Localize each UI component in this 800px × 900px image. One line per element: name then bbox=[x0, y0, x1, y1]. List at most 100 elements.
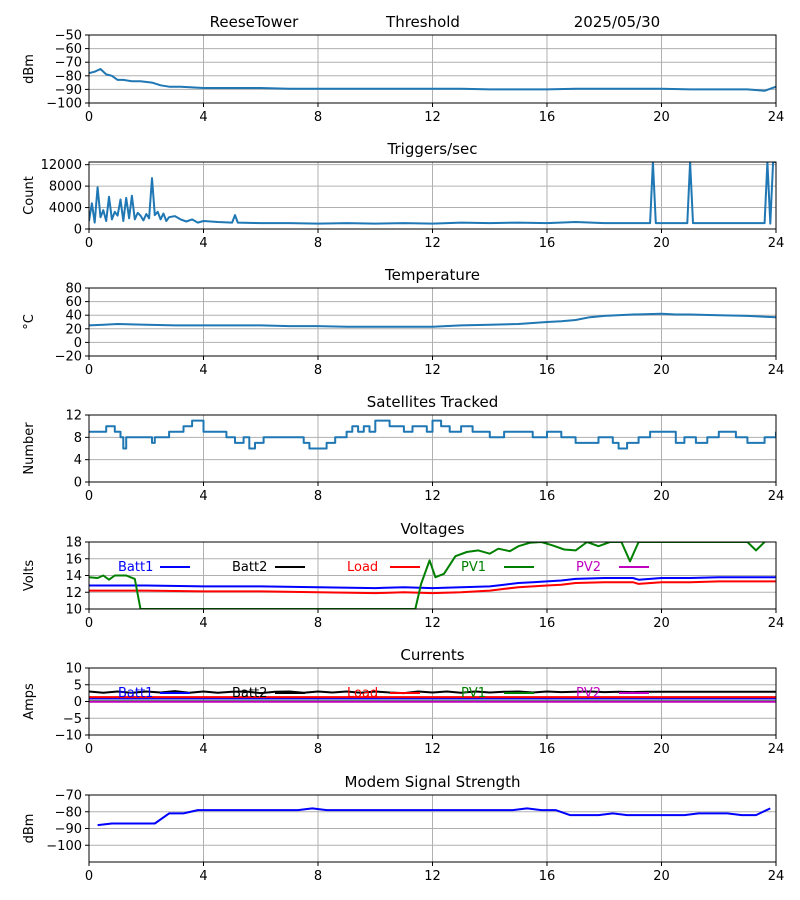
x-tick-label: 12 bbox=[424, 869, 441, 884]
panel-2: 0 4 8 12 16 20 24 0 4000 8000 12000 Triggers/sec Cou… bbox=[22, 140, 784, 251]
x-tick-label: 4 bbox=[199, 742, 207, 757]
x-tick-label: 4 bbox=[199, 110, 207, 125]
x-tick-label: 16 bbox=[539, 489, 556, 504]
x-tick-label: 8 bbox=[314, 236, 322, 251]
x-tick-label: 20 bbox=[653, 489, 670, 504]
series-line bbox=[89, 312, 776, 328]
series-line bbox=[97, 807, 771, 827]
legend-label: Batt1 bbox=[118, 560, 153, 575]
station-name: ReeseTower bbox=[210, 13, 300, 31]
y-tick-label: −90 bbox=[55, 822, 82, 837]
panel-title: Triggers/sec bbox=[387, 140, 478, 158]
x-tick-label: 4 bbox=[199, 616, 207, 631]
y-tick-label: 14 bbox=[65, 569, 82, 584]
x-tick-label: 0 bbox=[85, 616, 93, 631]
x-tick-label: 12 bbox=[424, 742, 441, 757]
x-tick-label: 8 bbox=[314, 742, 322, 757]
panel-1: 0 4 8 12 16 20 24 −100−90−80−70−60−50 dBm bbox=[22, 29, 784, 126]
y-tick-label: 4000 bbox=[49, 201, 82, 216]
x-tick-label: 24 bbox=[768, 489, 785, 504]
plot-area bbox=[89, 419, 776, 450]
x-tick-label: 8 bbox=[314, 489, 322, 504]
x-tick-label: 4 bbox=[199, 236, 207, 251]
x-tick-label: 24 bbox=[768, 869, 785, 884]
plot-area bbox=[89, 68, 776, 92]
y-tick-label: 12 bbox=[65, 409, 82, 424]
legend-label: Batt2 bbox=[232, 686, 267, 701]
y-tick-label: −70 bbox=[55, 56, 82, 71]
legend-label: PV2 bbox=[576, 560, 601, 575]
series-line-load bbox=[89, 580, 776, 595]
y-axis-label: °C bbox=[22, 314, 37, 330]
series-line-pv1 bbox=[89, 542, 766, 609]
legend-label: PV2 bbox=[576, 686, 601, 701]
x-tick-label: 12 bbox=[424, 363, 441, 378]
series-line-batt1 bbox=[89, 576, 776, 590]
y-tick-label: 20 bbox=[65, 322, 82, 337]
panel-4: 0 4 8 12 16 20 24 0 4 8 12 Satellites Tracked Number bbox=[22, 393, 784, 504]
y-tick-label: 0 bbox=[74, 476, 82, 491]
y-axis-label: Amps bbox=[22, 683, 37, 720]
x-tick-label: 4 bbox=[199, 363, 207, 378]
plot-area bbox=[89, 162, 776, 225]
x-tick-label: 16 bbox=[539, 363, 556, 378]
y-tick-label: −20 bbox=[55, 350, 82, 365]
x-tick-label: 8 bbox=[314, 869, 322, 884]
y-axis-label: Volts bbox=[22, 560, 37, 592]
y-axis-label: dBm bbox=[22, 54, 37, 84]
panel-title: Currents bbox=[400, 646, 464, 664]
panel-title: Voltages bbox=[400, 520, 464, 538]
y-axis-label: dBm bbox=[22, 814, 37, 844]
y-tick-label: 12000 bbox=[41, 158, 82, 173]
x-tick-label: 16 bbox=[539, 869, 556, 884]
x-tick-label: 16 bbox=[539, 616, 556, 631]
y-tick-label: −100 bbox=[46, 839, 82, 854]
y-tick-label: 12 bbox=[65, 586, 82, 601]
y-tick-label: 0 bbox=[74, 336, 82, 351]
x-tick-label: 24 bbox=[768, 616, 785, 631]
y-tick-label: 10 bbox=[65, 603, 82, 618]
y-tick-label: 60 bbox=[65, 295, 82, 310]
y-tick-label: −10 bbox=[55, 729, 82, 744]
x-tick-label: 12 bbox=[424, 489, 441, 504]
series-line bbox=[89, 419, 776, 450]
x-tick-label: 16 bbox=[539, 236, 556, 251]
y-tick-label: 5 bbox=[74, 678, 82, 693]
series-line bbox=[89, 68, 776, 92]
x-tick-label: 0 bbox=[85, 742, 93, 757]
x-tick-label: 0 bbox=[85, 869, 93, 884]
mode-label: Threshold bbox=[385, 13, 460, 31]
x-tick-label: 20 bbox=[653, 236, 670, 251]
x-tick-label: 8 bbox=[314, 110, 322, 125]
legend-label: Batt1 bbox=[118, 686, 153, 701]
panel-title: Temperature bbox=[384, 266, 480, 284]
x-tick-label: 0 bbox=[85, 110, 93, 125]
y-tick-label: 80 bbox=[65, 282, 82, 297]
y-tick-label: 0 bbox=[74, 695, 82, 710]
x-tick-label: 24 bbox=[768, 742, 785, 757]
x-tick-label: 16 bbox=[539, 742, 556, 757]
x-tick-label: 4 bbox=[199, 489, 207, 504]
legend-label: PV1 bbox=[461, 560, 486, 575]
y-axis-label: Count bbox=[22, 176, 37, 215]
x-tick-label: 20 bbox=[653, 869, 670, 884]
y-tick-label: −90 bbox=[55, 83, 82, 98]
x-tick-label: 24 bbox=[768, 236, 785, 251]
y-tick-label: 0 bbox=[74, 223, 82, 238]
y-tick-label: −60 bbox=[55, 42, 82, 57]
x-tick-label: 20 bbox=[653, 110, 670, 125]
y-tick-label: 40 bbox=[65, 309, 82, 324]
y-tick-label: −50 bbox=[55, 29, 82, 44]
panel-title: Modem Signal Strength bbox=[345, 773, 521, 791]
x-tick-label: 4 bbox=[199, 869, 207, 884]
x-tick-label: 0 bbox=[85, 489, 93, 504]
y-tick-label: 4 bbox=[74, 453, 82, 468]
series-line bbox=[89, 162, 776, 225]
y-axis-label: Number bbox=[22, 422, 37, 475]
x-tick-label: 0 bbox=[85, 236, 93, 251]
panel-title: Satellites Tracked bbox=[367, 393, 498, 411]
